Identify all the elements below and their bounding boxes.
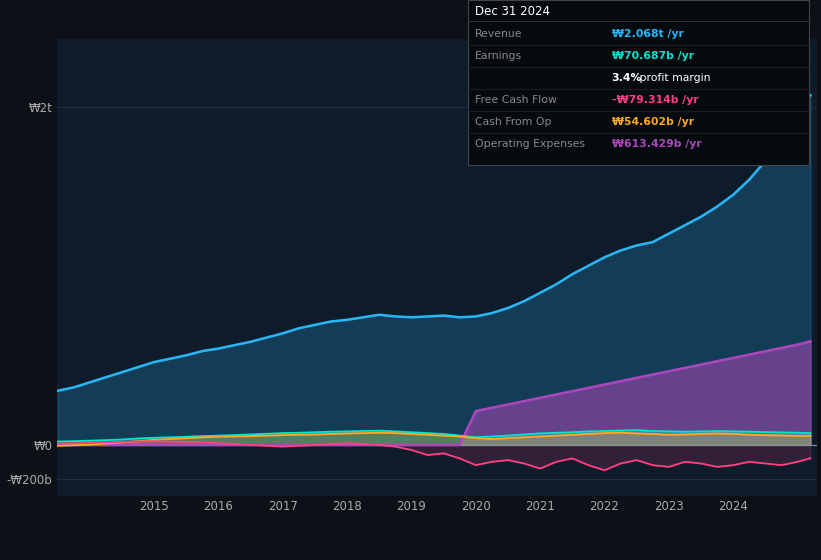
Text: profit margin: profit margin	[636, 73, 711, 83]
Text: Operating Expenses: Operating Expenses	[475, 139, 585, 150]
Text: Earnings: Earnings	[475, 51, 521, 61]
Text: ₩2.068t /yr: ₩2.068t /yr	[612, 29, 684, 39]
Text: Revenue: Revenue	[475, 29, 522, 39]
Text: ₩70.687b /yr: ₩70.687b /yr	[612, 51, 694, 61]
Text: 3.4%: 3.4%	[612, 73, 642, 83]
Text: ₩613.429b /yr: ₩613.429b /yr	[612, 139, 701, 150]
Text: ₩54.602b /yr: ₩54.602b /yr	[612, 117, 694, 127]
Text: -₩79.314b /yr: -₩79.314b /yr	[612, 95, 699, 105]
Text: Cash From Op: Cash From Op	[475, 117, 551, 127]
Text: Free Cash Flow: Free Cash Flow	[475, 95, 557, 105]
Text: Dec 31 2024: Dec 31 2024	[475, 4, 549, 17]
